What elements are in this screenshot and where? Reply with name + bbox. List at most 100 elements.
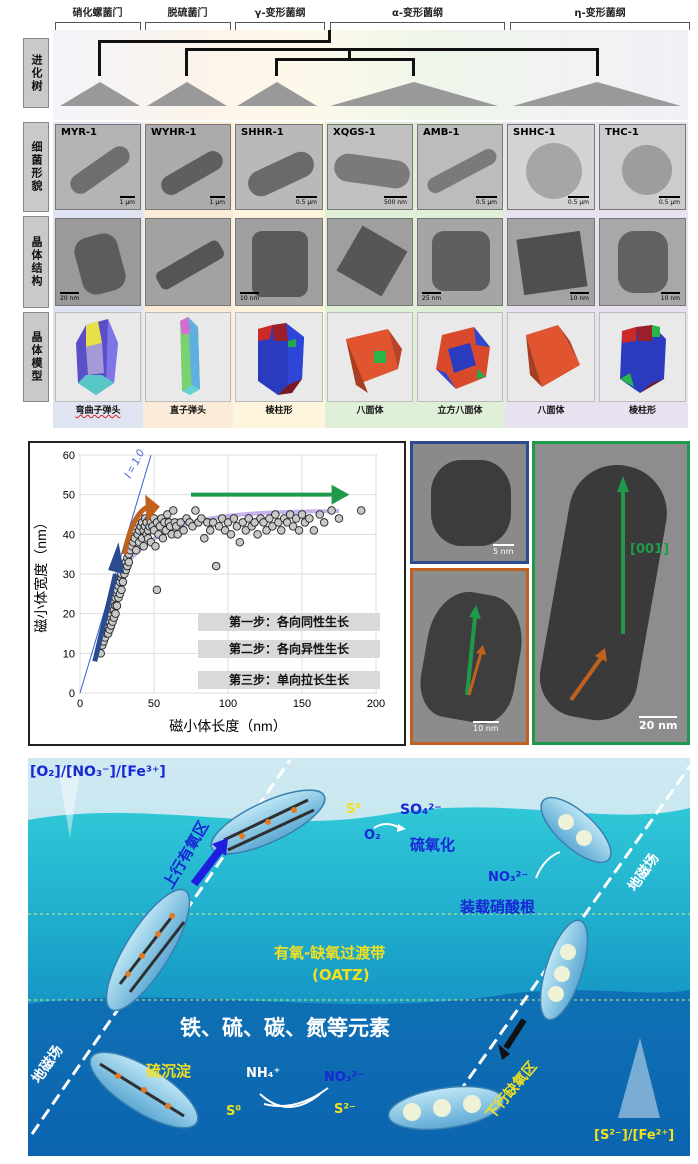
data-point <box>241 526 251 535</box>
crystal-model-cuboctahedron <box>417 312 503 402</box>
tree-branch <box>328 30 331 43</box>
data-point <box>217 514 227 523</box>
data-point <box>274 518 283 527</box>
cell-image-thc1: THC-1 0.5 μm <box>599 124 686 210</box>
data-point <box>214 522 224 531</box>
direction-label: [001] <box>630 542 670 557</box>
x-axis-label: 磁小体长度（nm） <box>169 718 286 734</box>
x-tick-label: 50 <box>148 698 160 710</box>
x-tick-label: 0 <box>77 698 83 710</box>
crystal-particle <box>71 230 129 298</box>
data-point <box>294 526 304 535</box>
bacterium-cell <box>157 147 227 199</box>
strain-label: AMB-1 <box>423 127 460 138</box>
shape-label-straight-bullet: 直子弹头 <box>143 404 233 428</box>
crystal-image-xqgs1 <box>327 218 413 306</box>
crystal-particle <box>336 225 408 297</box>
tree-branch <box>348 48 351 60</box>
data-point <box>288 522 298 531</box>
data-point <box>205 526 215 535</box>
oxygen-label: O₂ <box>364 828 381 843</box>
scale-bar: 1 μm <box>210 196 225 206</box>
scale-bar: 10 nm <box>473 721 499 733</box>
data-point <box>112 601 122 610</box>
y-tick-label: 0 <box>69 688 75 700</box>
elements-label: 铁、硫、碳、氮等元素 <box>180 1016 390 1040</box>
crystal-image-amb1: 25 nm <box>417 218 503 306</box>
tree-background <box>53 30 688 120</box>
row-label-crystal-structure: 晶体结构 <box>23 216 49 308</box>
growth-arrows <box>465 605 486 696</box>
cell-image-myr1: MYR-1 1 μm <box>55 124 141 210</box>
oxidant-gradient-label: [O₂]/[NO₃⁻]/[Fe³⁺] <box>30 764 166 780</box>
data-point <box>117 585 126 595</box>
data-point <box>238 518 248 527</box>
step-1-label: 第一步：各向同性生长 <box>198 613 380 631</box>
data-point <box>124 557 134 567</box>
tem-step1-image: 5 nm <box>410 441 529 564</box>
crystal-particle <box>431 460 511 546</box>
bacterium-cell <box>332 151 412 191</box>
cell-image-xqgs1: XQGS-1 500 nm <box>327 124 413 210</box>
bacterium-cell <box>210 789 326 855</box>
scale-bar: 25 nm <box>422 292 441 302</box>
clade-triangle <box>513 82 681 106</box>
tree-branch <box>185 48 188 76</box>
y-tick-label: 60 <box>63 450 75 462</box>
tree-branch <box>275 58 278 76</box>
row-label-morphology: 细菌形貌 <box>23 122 49 212</box>
data-point <box>319 518 329 527</box>
phylum-label-alpha: α-变形菌纲 <box>391 8 444 19</box>
data-point <box>327 506 336 515</box>
tree-branch <box>185 48 598 51</box>
y-axis-label: 磁小体宽度（nm） <box>33 515 49 632</box>
tree-branch <box>98 40 330 43</box>
ammonium-label: NH₄⁺ <box>246 1066 281 1081</box>
data-point <box>139 541 148 551</box>
y-tick-label: 50 <box>63 490 75 502</box>
step2-arrow <box>121 504 150 555</box>
ecology-diagram-panel: [O₂]/[NO₃⁻]/[Fe³⁺] [S²⁻]/[Fe²⁺] 上行有氧区 下行… <box>28 758 690 1156</box>
phylum-bracket <box>330 22 505 30</box>
scale-bar: 20 nm <box>60 292 79 302</box>
bacterium-cell <box>66 142 134 198</box>
step-3-label: 第三步：单向拉长生长 <box>198 671 380 689</box>
data-point <box>259 518 268 527</box>
data-point <box>226 530 236 539</box>
data-point <box>282 518 292 527</box>
y-tick-label: 20 <box>63 609 75 621</box>
step-2-label: 第二步：各向异性生长 <box>198 640 380 658</box>
strain-label: THC-1 <box>605 127 639 138</box>
bacterium-cell <box>105 888 191 1012</box>
reference-line-l1 <box>79 454 152 694</box>
data-point <box>223 518 233 527</box>
data-point <box>176 518 185 527</box>
data-point <box>158 534 168 543</box>
data-point <box>232 522 242 531</box>
phylum-label-eta: η-变形菌纲 <box>574 8 626 19</box>
x-tick-label: 100 <box>219 698 237 710</box>
water-column-drawing <box>28 758 690 1156</box>
data-point <box>168 506 178 515</box>
nitrate-bottom-label: NO₃²⁻ <box>324 1070 365 1085</box>
data-point <box>356 506 366 515</box>
scale-bar: 0.5 μm <box>296 196 317 206</box>
x-tick-label: 150 <box>293 698 311 710</box>
model-drawing <box>76 319 118 395</box>
tree-branch <box>412 58 415 76</box>
model-drawing <box>526 325 580 387</box>
clade-triangle <box>330 82 498 106</box>
data-point <box>297 510 307 519</box>
scale-bar: 0.5 μm <box>476 196 497 206</box>
data-point <box>197 514 206 523</box>
crystal-particle <box>432 231 490 291</box>
nitrate-top-label: NO₃²⁻ <box>488 870 529 885</box>
data-point <box>271 510 280 519</box>
scale-bar: 0.5 μm <box>659 196 680 206</box>
bacterium-cell <box>622 145 672 195</box>
data-point <box>188 522 197 531</box>
crystal-model-prism-eta <box>599 312 686 402</box>
bacterium-cell <box>540 796 612 864</box>
tem-step2-image: 10 nm <box>410 568 529 745</box>
clade-triangle <box>237 82 317 106</box>
